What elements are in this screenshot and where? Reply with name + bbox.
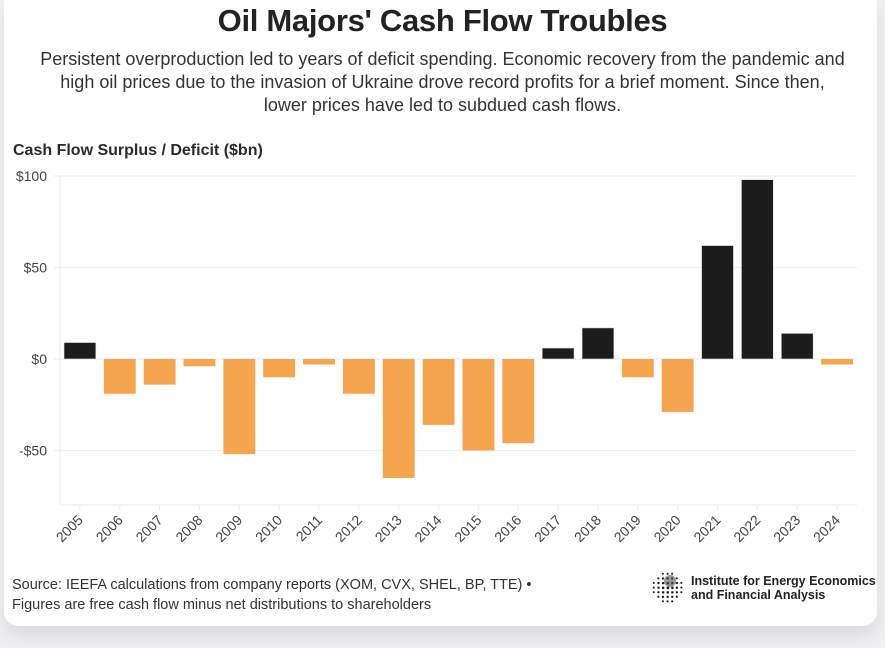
y-axis-ticks: $100 $50 $0 -$50 (16, 168, 47, 459)
source-note: Source: IEEFA calculations from company … (12, 575, 531, 615)
bar-2022 (741, 179, 774, 360)
x-tick-label: 2007 (132, 512, 165, 545)
bar-2009 (223, 359, 256, 455)
bar-2024 (821, 359, 854, 365)
bar-2007 (143, 359, 176, 385)
logo-line-2: and Financial Analysis (691, 588, 826, 602)
bar-2023 (780, 333, 814, 360)
bar-2005 (63, 342, 97, 360)
bar-2016 (502, 359, 535, 444)
bars (63, 179, 854, 478)
x-tick-label: 2019 (611, 512, 644, 545)
ieefa-logo: Institute for Energy Economics and Finan… (651, 571, 876, 605)
bar-2015 (462, 359, 495, 451)
bar-2020 (661, 359, 694, 413)
x-tick-label: 2012 (332, 512, 365, 545)
x-tick-label: 2021 (690, 512, 723, 545)
bar-2011 (303, 359, 335, 365)
x-axis-ticks: 2005 2006 2007 2008 2009 2010 2011 2012 2013 2014… (53, 505, 843, 545)
x-tick-label: 2015 (451, 512, 484, 545)
x-tick-label: 2005 (53, 512, 86, 545)
gridlines (54, 175, 857, 506)
x-tick-label: 2022 (730, 512, 763, 545)
globe-icon (652, 572, 684, 604)
x-tick-label: 2014 (411, 512, 444, 545)
x-tick-label: 2013 (372, 512, 405, 545)
bar-2018 (581, 327, 615, 360)
chart-title: Oil Majors' Cash Flow Troubles (217, 3, 668, 38)
x-tick-label: 2016 (491, 512, 524, 545)
y-axis-label: Cash Flow Surplus / Deficit ($bn) (13, 142, 263, 159)
x-tick-label: 2010 (252, 512, 285, 545)
x-tick-label: 2023 (770, 512, 803, 545)
y-tick-label: $50 (24, 260, 48, 276)
logo-line-1: Institute for Energy Economics (691, 574, 876, 588)
bar-2021 (701, 245, 734, 360)
x-tick-label: 2020 (650, 512, 683, 545)
bar-2019 (621, 359, 654, 378)
bar-2013 (382, 359, 415, 478)
chart-subtitle: Persistent overproduction led to years o… (40, 49, 845, 115)
bar-2012 (342, 359, 375, 394)
y-tick-label: -$50 (19, 443, 47, 459)
x-tick-label: 2008 (172, 512, 205, 545)
source-line-1: Source: IEEFA calculations from company … (12, 577, 532, 593)
x-tick-label: 2011 (293, 512, 326, 545)
bar-2006 (103, 359, 136, 394)
bar-2008 (183, 359, 216, 367)
y-tick-label: $100 (16, 168, 47, 184)
x-tick-label: 2024 (810, 512, 843, 545)
x-tick-label: 2009 (212, 512, 245, 545)
x-tick-label: 2017 (531, 512, 564, 545)
bar-2017 (541, 347, 575, 360)
bar-2010 (263, 359, 296, 378)
x-tick-label: 2006 (93, 512, 126, 545)
y-tick-label: $0 (31, 351, 47, 367)
x-tick-label: 2018 (571, 512, 604, 545)
source-line-2: Figures are free cash flow minus net dis… (12, 597, 432, 613)
bar-2014 (422, 359, 455, 425)
